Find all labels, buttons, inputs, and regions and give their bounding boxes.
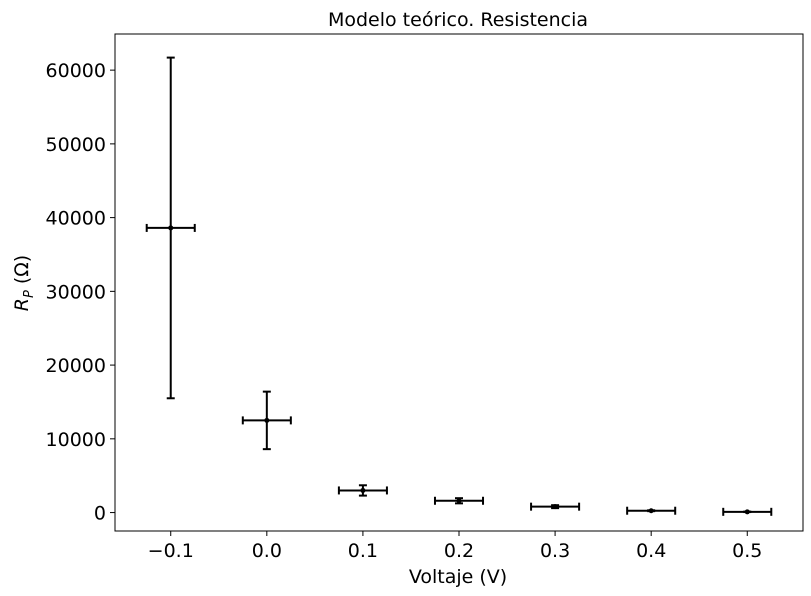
y-axis: 0 10000 20000 30000 40000 50000 60000 bbox=[46, 60, 115, 525]
plot-area bbox=[145, 56, 773, 516]
x-tick-label: 0.5 bbox=[732, 540, 762, 562]
y-tick-label: 10000 bbox=[46, 429, 106, 451]
y-tick-label: 40000 bbox=[46, 208, 106, 230]
data-point bbox=[360, 487, 366, 493]
y-tick-label: 20000 bbox=[46, 355, 106, 377]
data-point-group bbox=[433, 496, 485, 505]
x-axis: −0.1 0.0 0.1 0.2 0.3 0.4 0.5 bbox=[148, 531, 762, 562]
data-point bbox=[168, 225, 174, 231]
y-tick-label: 0 bbox=[94, 503, 106, 525]
x-tick-label: 0.4 bbox=[636, 540, 666, 562]
data-point-group bbox=[145, 56, 196, 400]
data-point-group bbox=[530, 502, 581, 511]
data-point-group bbox=[626, 506, 677, 515]
x-axis-label: Voltaje (V) bbox=[409, 566, 507, 588]
y-axis-label-main: R bbox=[11, 298, 33, 311]
y-axis-label-unit: (Ω) bbox=[11, 255, 33, 290]
data-point-group bbox=[241, 390, 292, 451]
data-point bbox=[552, 504, 558, 510]
data-point-group bbox=[722, 507, 773, 516]
data-point-group bbox=[337, 484, 388, 497]
x-tick-label: 0.3 bbox=[540, 540, 570, 562]
y-tick-label: 50000 bbox=[46, 134, 106, 156]
axes-frame bbox=[114, 33, 804, 532]
x-tick-label: −0.1 bbox=[148, 540, 194, 562]
y-axis-label: RP (Ω) bbox=[11, 255, 37, 311]
x-tick-label: 0.0 bbox=[252, 540, 282, 562]
y-axis-label-sub: P bbox=[22, 290, 37, 298]
y-tick-label: 30000 bbox=[46, 281, 106, 303]
data-point bbox=[744, 509, 750, 515]
x-tick-label: 0.2 bbox=[444, 540, 474, 562]
data-point bbox=[264, 417, 270, 423]
data-point bbox=[648, 508, 654, 514]
x-tick-label: 0.1 bbox=[348, 540, 378, 562]
chart-title: Modelo teórico. Resistencia bbox=[328, 9, 588, 31]
y-tick-label: 60000 bbox=[46, 60, 106, 82]
data-point bbox=[456, 498, 462, 504]
